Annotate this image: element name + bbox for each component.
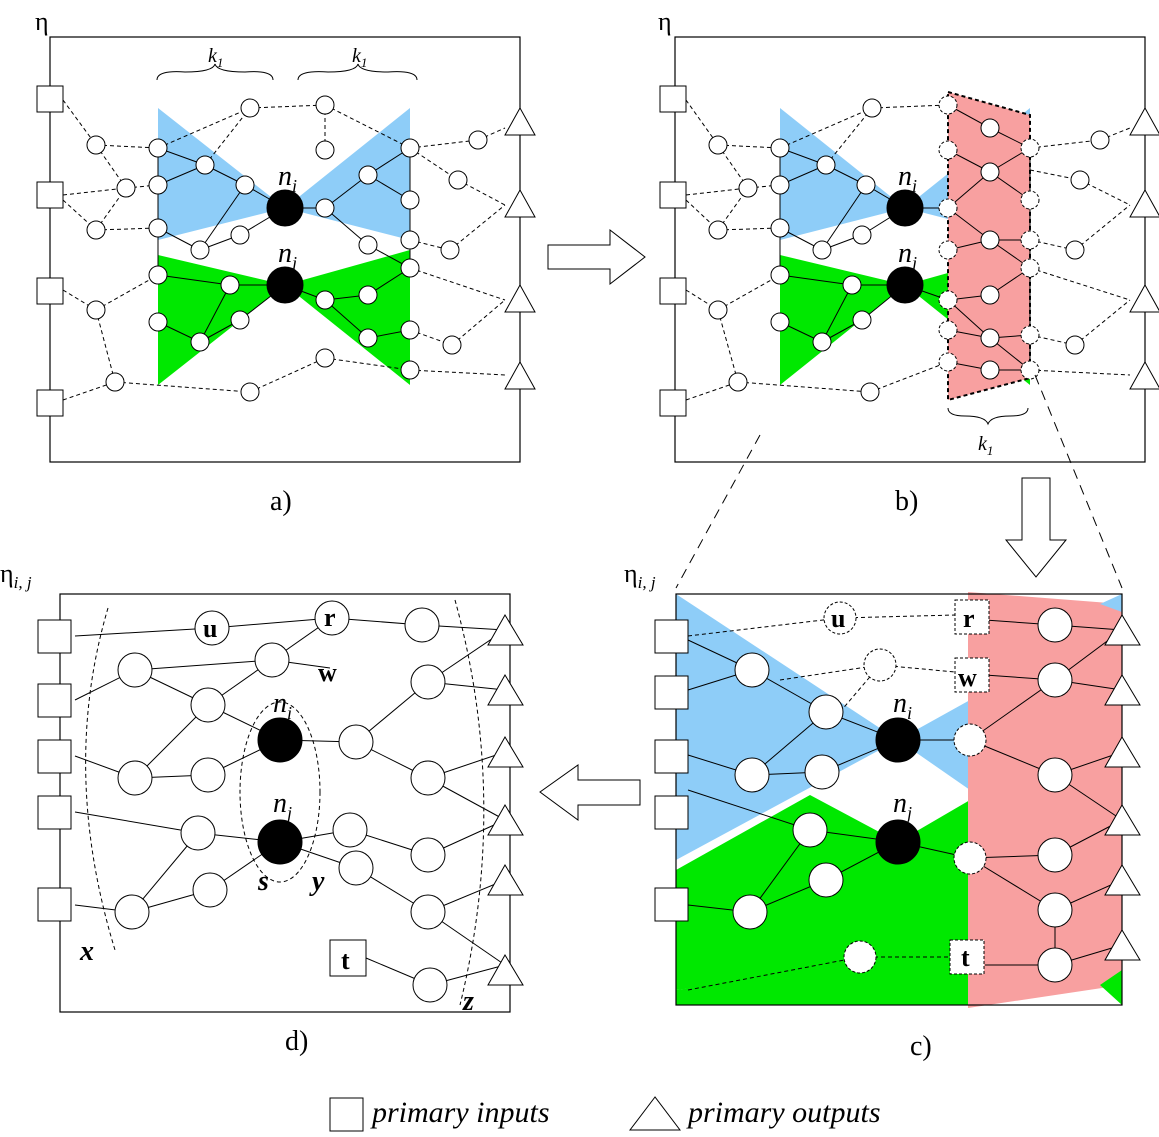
legend-input-square [329,1097,364,1132]
panel-d-ni-label: ni [273,688,292,723]
legend-output-triangle [628,1096,682,1131]
arrow-b-to-c [1004,477,1068,578]
panel-c-eta: ηi, j [624,559,656,592]
panel-b: η [658,7,1159,517]
panel-c: ηi, j [624,559,1141,1062]
panel-a-ni-label: ni [278,161,297,196]
panel-d-u: u [203,614,217,643]
legend-inputs-label: primary inputs [370,1096,550,1129]
panel-a: η k1 k1 [35,7,536,517]
panel-d: ηi, j [0,559,524,1057]
panel-c-w: w [958,663,977,692]
panel-d-eta: ηi, j [0,559,32,592]
panel-d-t: t [341,946,350,975]
panel-c-r: r [963,604,975,633]
panel-c-label: c) [910,1031,932,1062]
panel-c-ni-label: ni [893,688,912,723]
panel-b-node-ni [886,189,924,227]
panel-b-eta: η [658,7,672,36]
panel-d-w: w [318,658,337,687]
panel-b-node-nj [886,266,924,304]
panel-d-s: s [257,866,269,897]
panel-b-k: k1 [978,433,993,458]
panel-a-eta: η [35,7,49,36]
panel-d-y: y [309,866,325,897]
panel-a-nj-label: nj [278,238,297,273]
panel-a-node-nj [266,266,304,304]
panel-c-u: u [831,604,845,633]
panel-a-node-ni [266,189,304,227]
panel-b-label: b) [895,486,918,517]
panel-c-node-ni [875,717,921,763]
panel-d-node-nj [257,819,303,865]
panel-a-k-right: k1 [352,45,367,70]
panel-d-node-ni [257,717,303,763]
legend-outputs-label: primary outputs [686,1096,881,1129]
panel-d-nj-label: nj [273,788,292,823]
panel-c-nj-label: nj [893,788,912,823]
panel-d-z: z [462,986,474,1017]
legend: primary inputs primary outputs [329,1096,881,1132]
panel-b-nj-label: nj [898,238,917,273]
panel-d-label: d) [285,1026,308,1057]
arrow-c-to-d [539,764,641,821]
panel-d-r: r [324,603,336,632]
panel-a-label: a) [270,486,292,517]
panel-c-t: t [961,943,970,972]
panel-c-node-nj [875,819,921,865]
panel-a-k-left: k1 [208,45,223,70]
panel-d-x: x [79,936,94,967]
arrow-a-to-b [547,228,646,286]
panel-b-ni-label: ni [898,161,917,196]
